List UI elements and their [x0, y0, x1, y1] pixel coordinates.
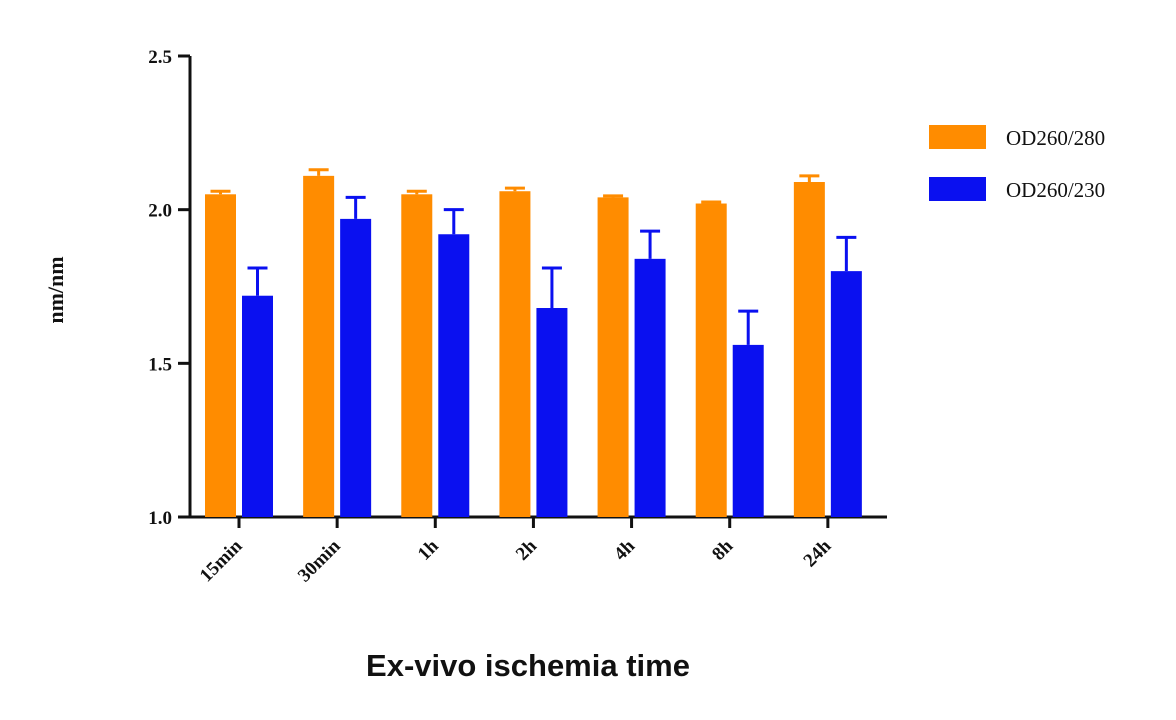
legend: OD260/280 OD260/230: [929, 125, 1105, 202]
bar-od260-230-1h: [438, 234, 470, 517]
bar-od260-230-2h: [536, 308, 568, 517]
bar-od260-280-2h: [499, 191, 531, 517]
legend-swatch: [929, 177, 986, 201]
x-tick-label: 8h: [708, 535, 737, 564]
y-axis-title: nm/nm: [43, 256, 68, 323]
x-axis-title: Ex-vivo ischemia time: [366, 648, 690, 683]
bar-od260-280-1h: [401, 194, 433, 518]
x-tick-label: 30min: [294, 535, 345, 586]
x-tick-label: 15min: [196, 535, 247, 586]
bar-od260-230-30min: [340, 218, 372, 518]
bar-od260-230-24h: [830, 271, 862, 517]
bar-od260-230-4h: [634, 258, 666, 517]
y-tick-label: 2.0: [148, 201, 172, 222]
bar-od260-280-24h: [793, 182, 825, 518]
bar-od260-280-15min: [205, 194, 236, 518]
bars: [205, 168, 862, 518]
x-tick-label: 1h: [414, 535, 443, 564]
y-tick-label: 1.0: [148, 508, 172, 529]
bar-od260-280-8h: [695, 203, 727, 517]
y-tick-label: 1.5: [148, 354, 172, 375]
x-tick-label: 2h: [512, 535, 541, 564]
y-tick-label: 2.5: [148, 47, 172, 68]
bar-od260-280-30min: [303, 175, 335, 518]
legend-swatch: [929, 125, 986, 149]
x-tick-label: 24h: [800, 535, 836, 571]
bar-od260-280-4h: [597, 197, 629, 517]
x-axis: 15min 30min 1h 2h 4h 8h 24h: [189, 515, 887, 586]
bar-od260-230-15min: [242, 295, 273, 517]
x-tick-label: 4h: [610, 535, 639, 564]
y-axis: 1.0 1.5 2.0 2.5: [148, 47, 192, 529]
legend-label: OD260/230: [1006, 178, 1105, 202]
bar-od260-230-8h: [732, 344, 764, 517]
legend-label: OD260/280: [1006, 126, 1105, 150]
